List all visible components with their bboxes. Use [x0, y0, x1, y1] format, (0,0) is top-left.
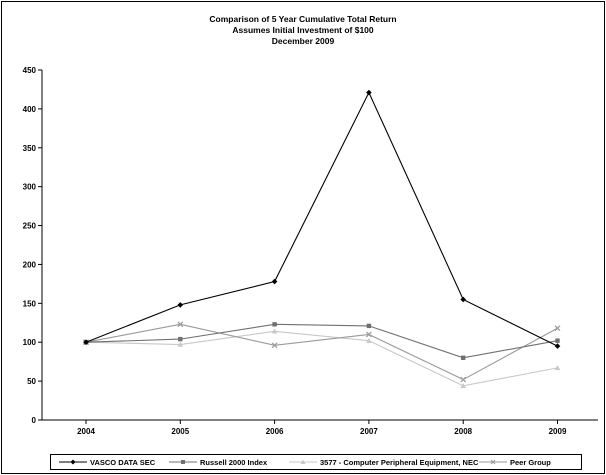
y-tick-label-450: 450 — [23, 66, 37, 75]
x-tick-label-2006: 2006 — [266, 427, 284, 436]
y-tick-label-250: 250 — [23, 222, 37, 231]
y-tick-label-50: 50 — [27, 377, 36, 386]
legend-swatch-vasco — [59, 459, 87, 465]
legend-label-russell: Russell 2000 Index — [200, 457, 268, 467]
chart-date-line: December 2009 — [271, 36, 335, 46]
data-point-vasco-data-sec-2009 — [554, 343, 561, 349]
y-tick-label-400: 400 — [23, 105, 37, 114]
legend: VASCO DATA SEC Russell 2000 Index 3577 -… — [50, 454, 582, 470]
series-line-vasco-data-sec — [85, 91, 558, 347]
data-point-peer-group-2007 — [365, 331, 372, 338]
data-point-3577-computer-peripheral-equipment-nec-2005 — [177, 341, 184, 347]
series-line-russell-2000-index — [85, 323, 558, 359]
y-tick-label-100: 100 — [23, 338, 37, 347]
chart-subtitle: Assumes Initial Investment of $100 — [232, 25, 374, 35]
legend-label-peer-group: Peer Group — [510, 457, 551, 467]
y-tick-label-0: 0 — [32, 416, 37, 425]
legend-item-peer-group: Peer Group — [479, 455, 551, 469]
series-line-peer-group — [85, 323, 558, 381]
data-point-vasco-data-sec-2004 — [83, 339, 89, 346]
data-point-peer-group-2009 — [554, 325, 561, 332]
data-point-peer-group-2008 — [460, 376, 467, 383]
legend-label-vasco: VASCO DATA SEC — [90, 457, 156, 467]
data-point-3577-computer-peripheral-equipment-nec-2007 — [366, 337, 372, 343]
legend-swatch-sic-3577 — [289, 459, 317, 464]
series-line-3577-computer-peripheral-equipment-nec — [85, 330, 558, 387]
data-point-russell-2000-index-2006 — [272, 322, 277, 327]
data-point-russell-2000-index-2005 — [178, 336, 183, 342]
legend-item-vasco: VASCO DATA SEC — [59, 455, 155, 469]
legend-swatch-russell — [169, 460, 197, 464]
x-tick-label-2009: 2009 — [549, 427, 567, 436]
y-tick-label-350: 350 — [23, 144, 37, 153]
data-point-3577-computer-peripheral-equipment-nec-2008 — [460, 382, 466, 388]
data-point-russell-2000-index-2008 — [461, 355, 466, 360]
x-tick-label-2005: 2005 — [171, 427, 189, 436]
y-tick-label-300: 300 — [23, 183, 37, 192]
x-tick-label-2007: 2007 — [360, 427, 378, 436]
data-point-vasco-data-sec-2006 — [271, 278, 278, 285]
y-tick-label-150: 150 — [23, 299, 37, 308]
data-point-3577-computer-peripheral-equipment-nec-2009 — [554, 365, 561, 371]
data-point-3577-computer-peripheral-equipment-nec-2006 — [271, 328, 278, 334]
legend-item-sic-3577: 3577 - Computer Peripheral Equipment, NE… — [289, 455, 478, 469]
data-point-vasco-data-sec-2008 — [460, 296, 466, 303]
data-point-peer-group-2006 — [271, 342, 278, 349]
x-tick-label-2004: 2004 — [77, 427, 95, 436]
y-tick-label-200: 200 — [23, 260, 37, 269]
data-point-vasco-data-sec-2007 — [366, 89, 372, 96]
data-point-vasco-data-sec-2005 — [177, 302, 184, 308]
legend-swatch-peer-group — [479, 459, 507, 465]
chart-title: Comparison of 5 Year Cumulative Total Re… — [209, 14, 397, 24]
legend-label-sic-3577: 3577 - Computer Peripheral Equipment, NE… — [320, 457, 479, 467]
data-point-russell-2000-index-2007 — [366, 323, 372, 329]
legend-item-russell: Russell 2000 Index — [169, 455, 267, 469]
data-point-russell-2000-index-2009 — [555, 338, 560, 343]
data-point-peer-group-2005 — [177, 321, 184, 328]
x-tick-label-2008: 2008 — [454, 427, 472, 436]
